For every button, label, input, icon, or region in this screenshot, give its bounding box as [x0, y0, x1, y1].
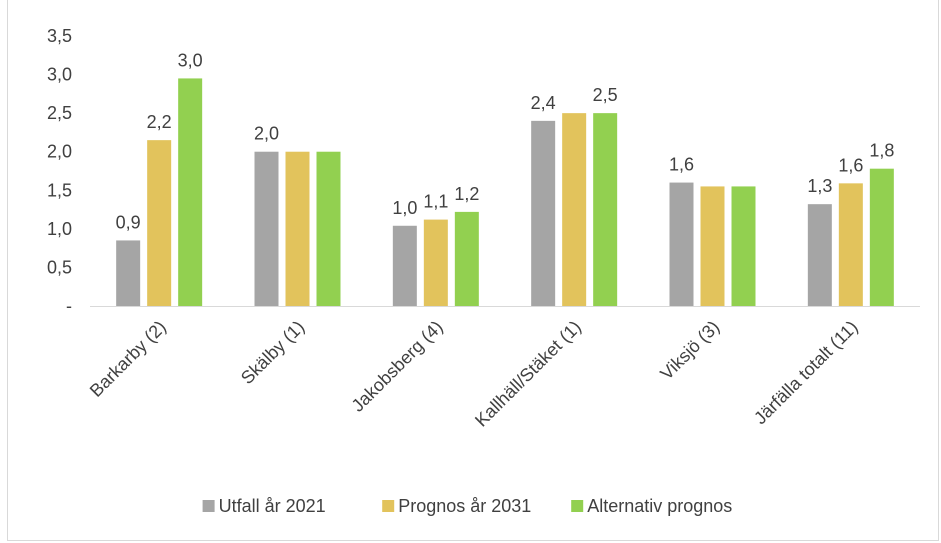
data-label: 3,0: [178, 50, 203, 70]
legend-swatch: [571, 500, 584, 512]
bar: [392, 225, 417, 306]
bar: [454, 211, 479, 306]
bar: [807, 204, 832, 306]
bar: [593, 113, 618, 307]
data-label: 2,4: [531, 93, 556, 113]
bar: [423, 219, 448, 306]
bar: [147, 140, 172, 306]
bar: [869, 168, 894, 306]
bar: [531, 120, 556, 306]
bar: [285, 151, 310, 306]
y-tick-label: 1,5: [47, 180, 72, 200]
bar: [838, 183, 863, 306]
bar: [700, 186, 725, 306]
category-label: Barkarby (2): [86, 317, 170, 401]
bar: [254, 151, 279, 306]
bar: [562, 113, 587, 307]
data-label: 1,0: [392, 198, 417, 218]
data-label: 1,2: [454, 184, 479, 204]
bar: [316, 151, 341, 306]
y-axis-ticks: - 0,5 1,0 1,5 2,0 2,5 3,0 3,5: [47, 26, 72, 316]
category-labels: Barkarby (2) Skälby (1) Jakobsberg (4) Kall…: [86, 317, 862, 431]
y-tick-label: -: [66, 296, 72, 316]
y-tick-label: 0,5: [47, 257, 72, 277]
y-tick-label: 3,0: [47, 65, 72, 85]
category-label: Viksjö (3): [656, 317, 723, 384]
category-label: Kallhäll/Stäket (1): [471, 317, 585, 431]
bar: [116, 240, 141, 306]
y-tick-label: 2,5: [47, 103, 72, 123]
y-tick-label: 2,0: [47, 142, 72, 162]
category-label: Skälby (1): [237, 317, 308, 388]
data-label: 1,3: [807, 176, 832, 196]
legend-swatch: [202, 500, 215, 512]
legend-swatch: [382, 500, 395, 512]
category-label: Jakobsberg (4): [348, 317, 447, 416]
data-label: 2,0: [254, 124, 279, 144]
y-tick-label: 1,0: [47, 219, 72, 239]
data-label: 1,8: [869, 141, 894, 161]
data-label: 2,2: [147, 112, 172, 132]
data-label: 2,5: [593, 85, 618, 105]
data-label: 0,9: [116, 212, 141, 232]
data-labels: 0,9 2,2 3,0 2,0 1,0 1,1 1,2 2,4 2,5 1,6 1,3 1,6 1,8: [116, 50, 895, 232]
bar: [178, 78, 203, 306]
data-label: 1,6: [669, 155, 694, 175]
data-label: 1,6: [838, 155, 863, 175]
category-label: Järfälla totalt (11): [750, 317, 862, 429]
bars: [116, 78, 894, 307]
bar: [669, 182, 694, 306]
legend-label: Utfall år 2021: [219, 496, 326, 516]
y-tick-label: 3,5: [47, 26, 72, 46]
data-label: 1,1: [423, 192, 448, 212]
legend-label: Alternativ prognos: [587, 496, 732, 516]
bar: [731, 186, 756, 306]
legend-label: Prognos år 2031: [398, 496, 531, 516]
legend: Utfall år 2021 Prognos år 2031 Alternativ …: [202, 496, 732, 516]
